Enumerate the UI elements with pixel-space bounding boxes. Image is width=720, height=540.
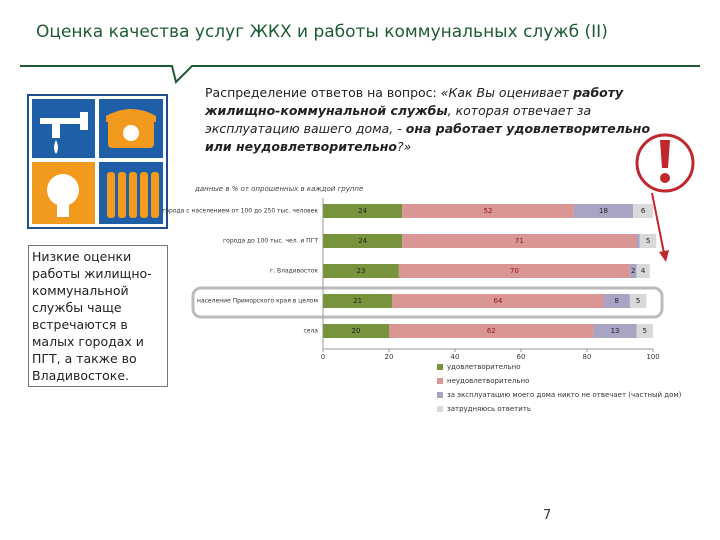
legend-swatch	[437, 392, 443, 398]
category-label: население Приморского края в целом	[197, 298, 318, 305]
bar-label: 21	[353, 297, 362, 305]
slide-title: Оценка качества услуг ЖКХ и работы комму…	[36, 22, 608, 42]
x-tick-label: 100	[646, 353, 659, 361]
bar-segment	[389, 324, 594, 338]
category-label: села	[303, 328, 318, 335]
category-label: города с населением от 100 до 250 тыс. ч…	[162, 208, 318, 215]
legend-label: неудовлетворительно	[447, 377, 529, 385]
bar-label: 52	[484, 207, 493, 215]
bar-segment	[639, 234, 657, 248]
bar-label: 24	[358, 207, 367, 215]
bar-label: 24	[358, 237, 367, 245]
bar-segment	[636, 324, 653, 338]
x-tick-label: 20	[385, 353, 394, 361]
highlight-frame	[191, 286, 664, 319]
bar-segment	[629, 294, 647, 308]
bar-segment	[593, 324, 637, 338]
legend-label: затрудняюсь ответить	[447, 405, 531, 413]
legend-label: удовлетворительно	[447, 363, 521, 371]
bar-label: 18	[599, 207, 608, 215]
question-part: «Как Вы оценивает	[440, 85, 570, 100]
bar-segment	[323, 204, 403, 218]
bar-label: 4	[641, 267, 646, 275]
x-tick-label: 80	[583, 353, 592, 361]
bar-label: 71	[515, 237, 524, 245]
bar-segment	[402, 204, 574, 218]
legend-swatch	[437, 378, 443, 384]
bar-segment	[323, 324, 389, 338]
bar-label: 8	[614, 297, 618, 305]
bar-label: 62	[487, 327, 496, 335]
title-rule	[20, 65, 700, 84]
bar-segment	[636, 264, 650, 278]
bar-segment	[323, 264, 399, 278]
bar-segment	[392, 294, 604, 308]
category-label: г. Владивосток	[270, 268, 318, 275]
bar-segment	[633, 204, 653, 218]
legend-label: за эксплуатацию моего дома никто не отве…	[447, 391, 682, 399]
bar-segment	[603, 294, 630, 308]
bar-segment	[629, 264, 637, 278]
bar-label: 5	[636, 297, 640, 305]
x-tick-label: 60	[517, 353, 526, 361]
bar-segment	[323, 294, 393, 308]
legend-swatch	[437, 364, 443, 370]
warning-icon	[635, 133, 695, 262]
category-label: города до 100 тыс. чел. и ПГТ	[223, 238, 318, 245]
question-part: ?»	[396, 139, 412, 154]
bar-segment	[636, 234, 640, 248]
bar-label: 20	[352, 327, 361, 335]
bar-label: 2	[631, 267, 635, 275]
x-tick-label: 40	[451, 353, 460, 361]
question-text: Распределение ответов на вопрос: «Как Вы…	[205, 84, 665, 156]
bar-segment	[398, 264, 630, 278]
bar-label: 23	[356, 267, 365, 275]
bar-segment	[573, 204, 634, 218]
note-box: Низкие оценки работы жилищно-коммунально…	[28, 245, 168, 387]
page-number: 7	[543, 508, 552, 523]
question-part: , которая отвечает за эксплуатацию вашег…	[205, 103, 592, 136]
chart-subtitle: данные в % от опрошенных в каждой группе	[194, 185, 363, 193]
question-part: работу жилищно-коммунальной службы	[205, 85, 624, 118]
bar-segment	[323, 234, 403, 248]
bar-label: 13	[611, 327, 620, 335]
bar-label: 5	[646, 237, 650, 245]
question-part: Распределение ответов на вопрос:	[205, 85, 441, 100]
legend-swatch	[437, 406, 443, 412]
bar-label: 64	[493, 297, 502, 305]
bar-label: 70	[510, 267, 519, 275]
x-tick-label: 0	[321, 353, 325, 361]
bar-label: 6	[641, 207, 646, 215]
bar-segment	[402, 234, 637, 248]
bar-label: 5	[643, 327, 647, 335]
utility-icon	[27, 94, 168, 229]
question-part: она работает удовлетворительно или неудо…	[205, 121, 651, 154]
